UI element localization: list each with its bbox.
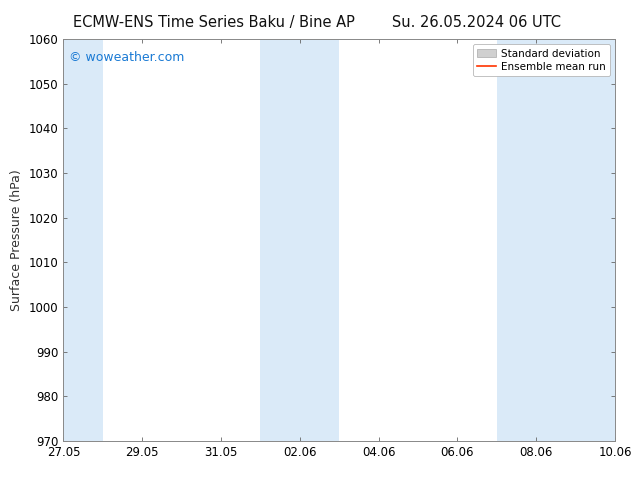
Text: © woweather.com: © woweather.com xyxy=(69,51,184,64)
Legend: Standard deviation, Ensemble mean run: Standard deviation, Ensemble mean run xyxy=(473,45,610,76)
Y-axis label: Surface Pressure (hPa): Surface Pressure (hPa) xyxy=(10,169,23,311)
Bar xyxy=(261,39,339,441)
Text: ECMW-ENS Time Series Baku / Bine AP        Su. 26.05.2024 06 UTC: ECMW-ENS Time Series Baku / Bine AP Su. … xyxy=(73,15,561,30)
Bar xyxy=(497,39,615,441)
Bar xyxy=(63,39,103,441)
